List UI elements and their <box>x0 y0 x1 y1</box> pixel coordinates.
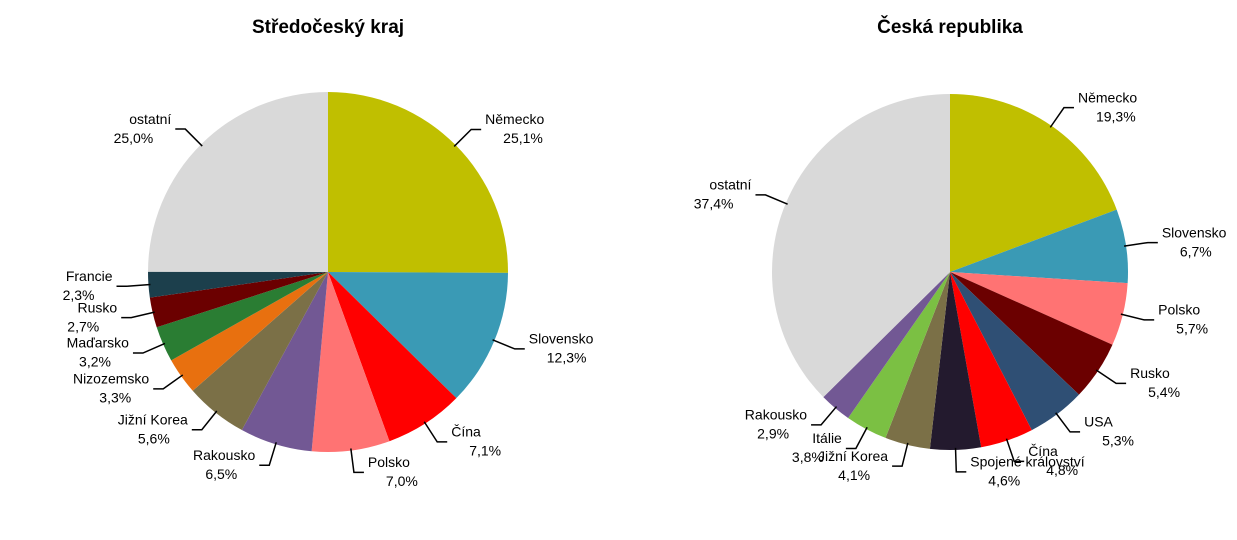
value-label: 5,7% <box>1176 321 1208 337</box>
slice-label: Spojené království <box>970 454 1085 470</box>
leader-line <box>1123 241 1158 247</box>
slice-label: Rakousko <box>193 447 255 463</box>
slice-label: Francie <box>66 268 113 284</box>
leader-line <box>259 442 277 467</box>
slice-label: Jižní Korea <box>118 411 188 427</box>
leader-line <box>191 410 218 431</box>
leader-line <box>811 406 838 426</box>
value-label: 5,4% <box>1148 384 1180 400</box>
slice-label: ostatní <box>709 177 751 193</box>
slice-label: Polsko <box>1158 302 1200 318</box>
slice-label: Itálie <box>812 430 842 446</box>
pie-slice <box>929 272 982 450</box>
leader-line <box>954 447 967 473</box>
pie-slice <box>192 272 328 431</box>
value-label: 25,0% <box>114 130 154 146</box>
leader-line <box>892 442 909 467</box>
pie-slice <box>149 272 328 328</box>
leader-line <box>845 426 868 450</box>
leader-line <box>492 339 525 350</box>
value-label: 5,6% <box>138 430 170 446</box>
value-label: 3,3% <box>99 390 131 406</box>
leader-line <box>453 128 482 147</box>
pie-slice <box>156 272 328 361</box>
leader-line <box>350 448 364 474</box>
value-label: 4,1% <box>838 467 870 483</box>
value-label: 4,6% <box>988 473 1020 489</box>
slice-label: Slovensko <box>529 331 594 347</box>
chart-title: Česká republika <box>877 16 1023 38</box>
value-label: 3,2% <box>79 354 111 370</box>
pie-slice <box>848 272 950 438</box>
slice-label: Polsko <box>368 454 410 470</box>
pie-slice <box>328 92 508 273</box>
slice-label: Jižní Korea <box>818 448 888 464</box>
leader-line <box>153 374 184 390</box>
leader-line <box>116 283 151 288</box>
value-label: 2,7% <box>67 318 99 334</box>
pie-slice <box>950 272 1128 345</box>
leader-line <box>1005 438 1025 463</box>
value-label: 19,3% <box>1096 108 1136 124</box>
slice-label: Nizozemsko <box>73 371 149 387</box>
leader-line <box>423 421 448 443</box>
slice-label: Maďarsko <box>67 335 130 351</box>
slice-label: ostatní <box>129 111 171 127</box>
pie-slice <box>950 209 1129 284</box>
pie-slice <box>148 271 328 298</box>
leader-line <box>1055 412 1081 433</box>
slice-label: Německo <box>485 111 544 127</box>
leader-line <box>1120 313 1155 321</box>
value-label: 25,1% <box>503 130 543 146</box>
value-label: 7,0% <box>386 473 418 489</box>
pie-slice <box>885 272 950 449</box>
value-label: 7,1% <box>469 443 501 459</box>
pie-slice <box>311 272 390 453</box>
slice-label: Rusko <box>78 299 118 315</box>
slice-label: Německo <box>1078 89 1137 105</box>
pie-slice <box>241 272 328 452</box>
leader-line <box>755 194 788 205</box>
leader-line <box>132 342 166 354</box>
slice-label: Čína <box>451 424 481 440</box>
pie-slice <box>950 93 1117 272</box>
pie-slice <box>823 272 950 418</box>
leader-line <box>1095 369 1127 385</box>
leader-line <box>121 311 155 319</box>
value-label: 3,8% <box>792 449 824 465</box>
pie-slice <box>148 92 328 272</box>
value-label: 6,7% <box>1180 243 1212 259</box>
value-label: 6,5% <box>205 466 237 482</box>
leader-line <box>1049 106 1074 128</box>
value-label: 37,4% <box>694 196 734 212</box>
pie-slice <box>328 272 508 399</box>
value-label: 5,3% <box>1102 433 1134 449</box>
pie-slice <box>950 272 1113 395</box>
pie-slice <box>772 94 950 398</box>
value-label: 4,8% <box>1046 462 1078 478</box>
value-label: 2,3% <box>63 287 95 303</box>
leader-line <box>175 128 203 147</box>
slice-label: Rusko <box>1130 365 1170 381</box>
slice-label: Slovensko <box>1162 224 1227 240</box>
slice-label: Čína <box>1028 443 1058 459</box>
chart-title: Středočeský kraj <box>252 17 404 38</box>
value-label: 12,3% <box>547 350 587 366</box>
pie-slice <box>171 272 328 391</box>
pie-slice <box>950 272 1079 431</box>
slice-label: Rakousko <box>745 407 807 423</box>
pie-slice <box>950 272 1032 448</box>
value-label: 2,9% <box>757 426 789 442</box>
pie-slice <box>328 272 457 442</box>
slice-label: USA <box>1084 414 1113 430</box>
